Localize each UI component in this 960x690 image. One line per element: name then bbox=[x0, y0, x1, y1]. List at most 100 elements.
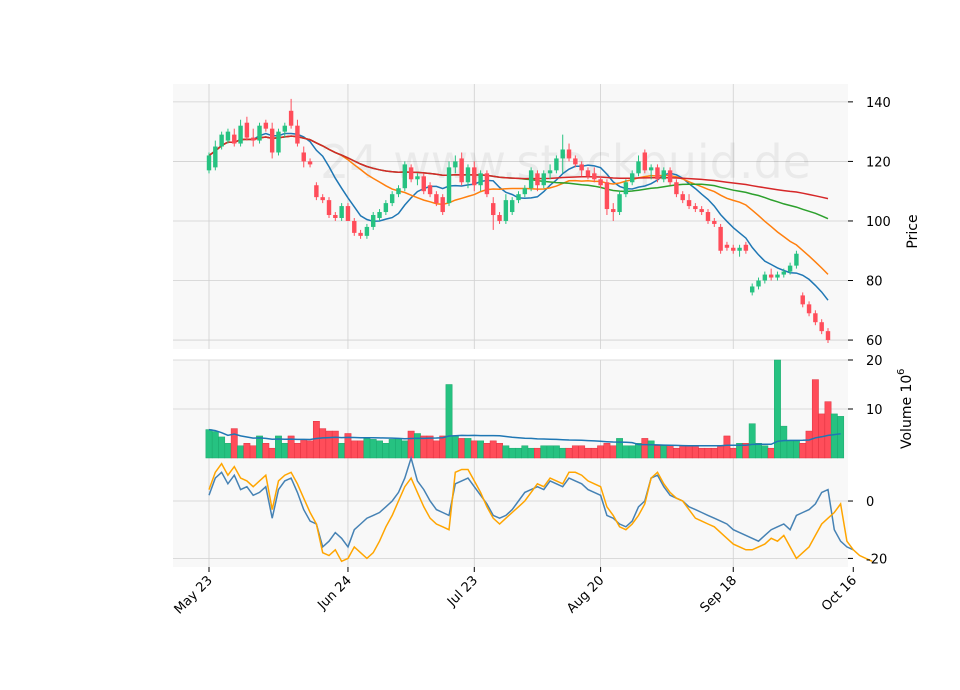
volume-bar bbox=[218, 436, 226, 459]
watermark: 24 www.stockpuid.de bbox=[320, 135, 811, 189]
volume-bar bbox=[799, 443, 807, 459]
candle-body bbox=[547, 170, 553, 174]
x-tick-label: Aug 20 bbox=[564, 573, 607, 616]
candle-body bbox=[813, 313, 818, 323]
candle-body bbox=[352, 220, 357, 233]
volume-bar bbox=[811, 379, 819, 459]
volume-bar bbox=[710, 447, 718, 459]
ma-longest-line bbox=[208, 135, 829, 200]
volume-bar bbox=[338, 443, 346, 459]
volume-bar bbox=[401, 440, 409, 459]
oscillator-orange-line bbox=[208, 462, 873, 563]
volume-bar bbox=[793, 440, 800, 459]
volume-bar bbox=[350, 440, 358, 459]
volume-bar bbox=[578, 445, 586, 459]
volume-bar bbox=[363, 438, 371, 459]
volume-bar bbox=[691, 445, 699, 459]
volume-ma-line bbox=[208, 428, 841, 447]
volume-bar bbox=[300, 439, 308, 459]
volume-bar bbox=[306, 440, 314, 459]
volume-bar bbox=[584, 447, 592, 459]
volume-bar bbox=[483, 443, 491, 459]
candle-body bbox=[206, 155, 212, 171]
candle-body bbox=[333, 215, 338, 218]
candle-body bbox=[408, 167, 414, 180]
volume-axis-exponent: 6 bbox=[896, 369, 907, 375]
candle-body bbox=[743, 244, 749, 251]
candle-body bbox=[225, 131, 231, 141]
volume-bar bbox=[243, 443, 251, 459]
volume-bar bbox=[432, 440, 440, 459]
volume-bar bbox=[723, 435, 731, 459]
candle-body bbox=[282, 125, 288, 132]
candle-body bbox=[478, 173, 483, 186]
y-tick-label: 80 bbox=[866, 275, 883, 290]
candle-body bbox=[737, 247, 742, 251]
candle-body bbox=[819, 322, 824, 332]
candle-body bbox=[573, 158, 578, 165]
volume-bar bbox=[407, 430, 415, 459]
candle-body bbox=[674, 182, 679, 195]
candle-body bbox=[731, 247, 736, 251]
candle-body bbox=[491, 203, 496, 216]
candle-body bbox=[579, 164, 584, 171]
volume-bars bbox=[205, 359, 845, 459]
candlestick-series bbox=[206, 98, 831, 344]
candle-body bbox=[459, 158, 464, 183]
axes: 60 80 100 120 140 10 20 0 -20 bbox=[848, 96, 891, 567]
volume-bar bbox=[666, 445, 674, 459]
volume-bar bbox=[420, 435, 428, 459]
candle-body bbox=[389, 194, 395, 204]
volume-bar bbox=[704, 447, 712, 459]
volume-bar bbox=[673, 447, 680, 459]
volume-bar bbox=[268, 447, 276, 459]
candle-body bbox=[781, 271, 786, 275]
volume-bar bbox=[256, 435, 263, 459]
candle-body bbox=[314, 185, 319, 198]
candle-body bbox=[598, 179, 603, 186]
volume-bar bbox=[546, 445, 554, 459]
volume-bar bbox=[590, 447, 598, 459]
candle-body bbox=[768, 274, 774, 278]
volume-bar bbox=[464, 438, 472, 459]
candle-body bbox=[522, 188, 528, 195]
candle-body bbox=[585, 170, 591, 177]
price-axis-label: Price bbox=[905, 214, 921, 248]
candle-body bbox=[611, 209, 616, 213]
candle-body bbox=[724, 244, 730, 248]
candle-body bbox=[800, 295, 805, 305]
x-tick-label: Sep 18 bbox=[698, 573, 741, 616]
candle-body bbox=[629, 173, 635, 183]
volume-bar bbox=[597, 445, 605, 459]
candle-body bbox=[762, 274, 768, 281]
volume-bar bbox=[565, 447, 573, 459]
candle-body bbox=[516, 194, 521, 201]
volume-bar bbox=[635, 443, 642, 459]
volume-bar bbox=[571, 445, 579, 459]
volume-bar bbox=[205, 429, 213, 459]
volume-bar bbox=[312, 421, 320, 459]
candle-body bbox=[642, 152, 648, 171]
volume-bar bbox=[508, 447, 516, 459]
volume-bar bbox=[414, 433, 421, 459]
x-tick-label: Jun 24 bbox=[314, 573, 354, 613]
candle-body bbox=[396, 188, 401, 195]
candle-body bbox=[693, 206, 698, 210]
candle-body bbox=[712, 220, 717, 224]
candle-body bbox=[604, 182, 610, 210]
candle-body bbox=[825, 331, 831, 341]
candle-body bbox=[453, 161, 458, 168]
volume-bar bbox=[382, 443, 390, 459]
volume-bar bbox=[515, 447, 522, 459]
candle-body bbox=[806, 304, 812, 314]
candle-body bbox=[364, 226, 370, 236]
volume-bar bbox=[824, 401, 832, 459]
candle-body bbox=[345, 206, 351, 221]
y-tick-label: 10 bbox=[866, 403, 883, 418]
volume-bar bbox=[641, 438, 649, 459]
volume-bar bbox=[477, 440, 485, 459]
volume-bar bbox=[249, 445, 257, 459]
volume-bar bbox=[489, 440, 497, 459]
volume-bar bbox=[527, 447, 535, 459]
volume-bar bbox=[224, 443, 232, 459]
